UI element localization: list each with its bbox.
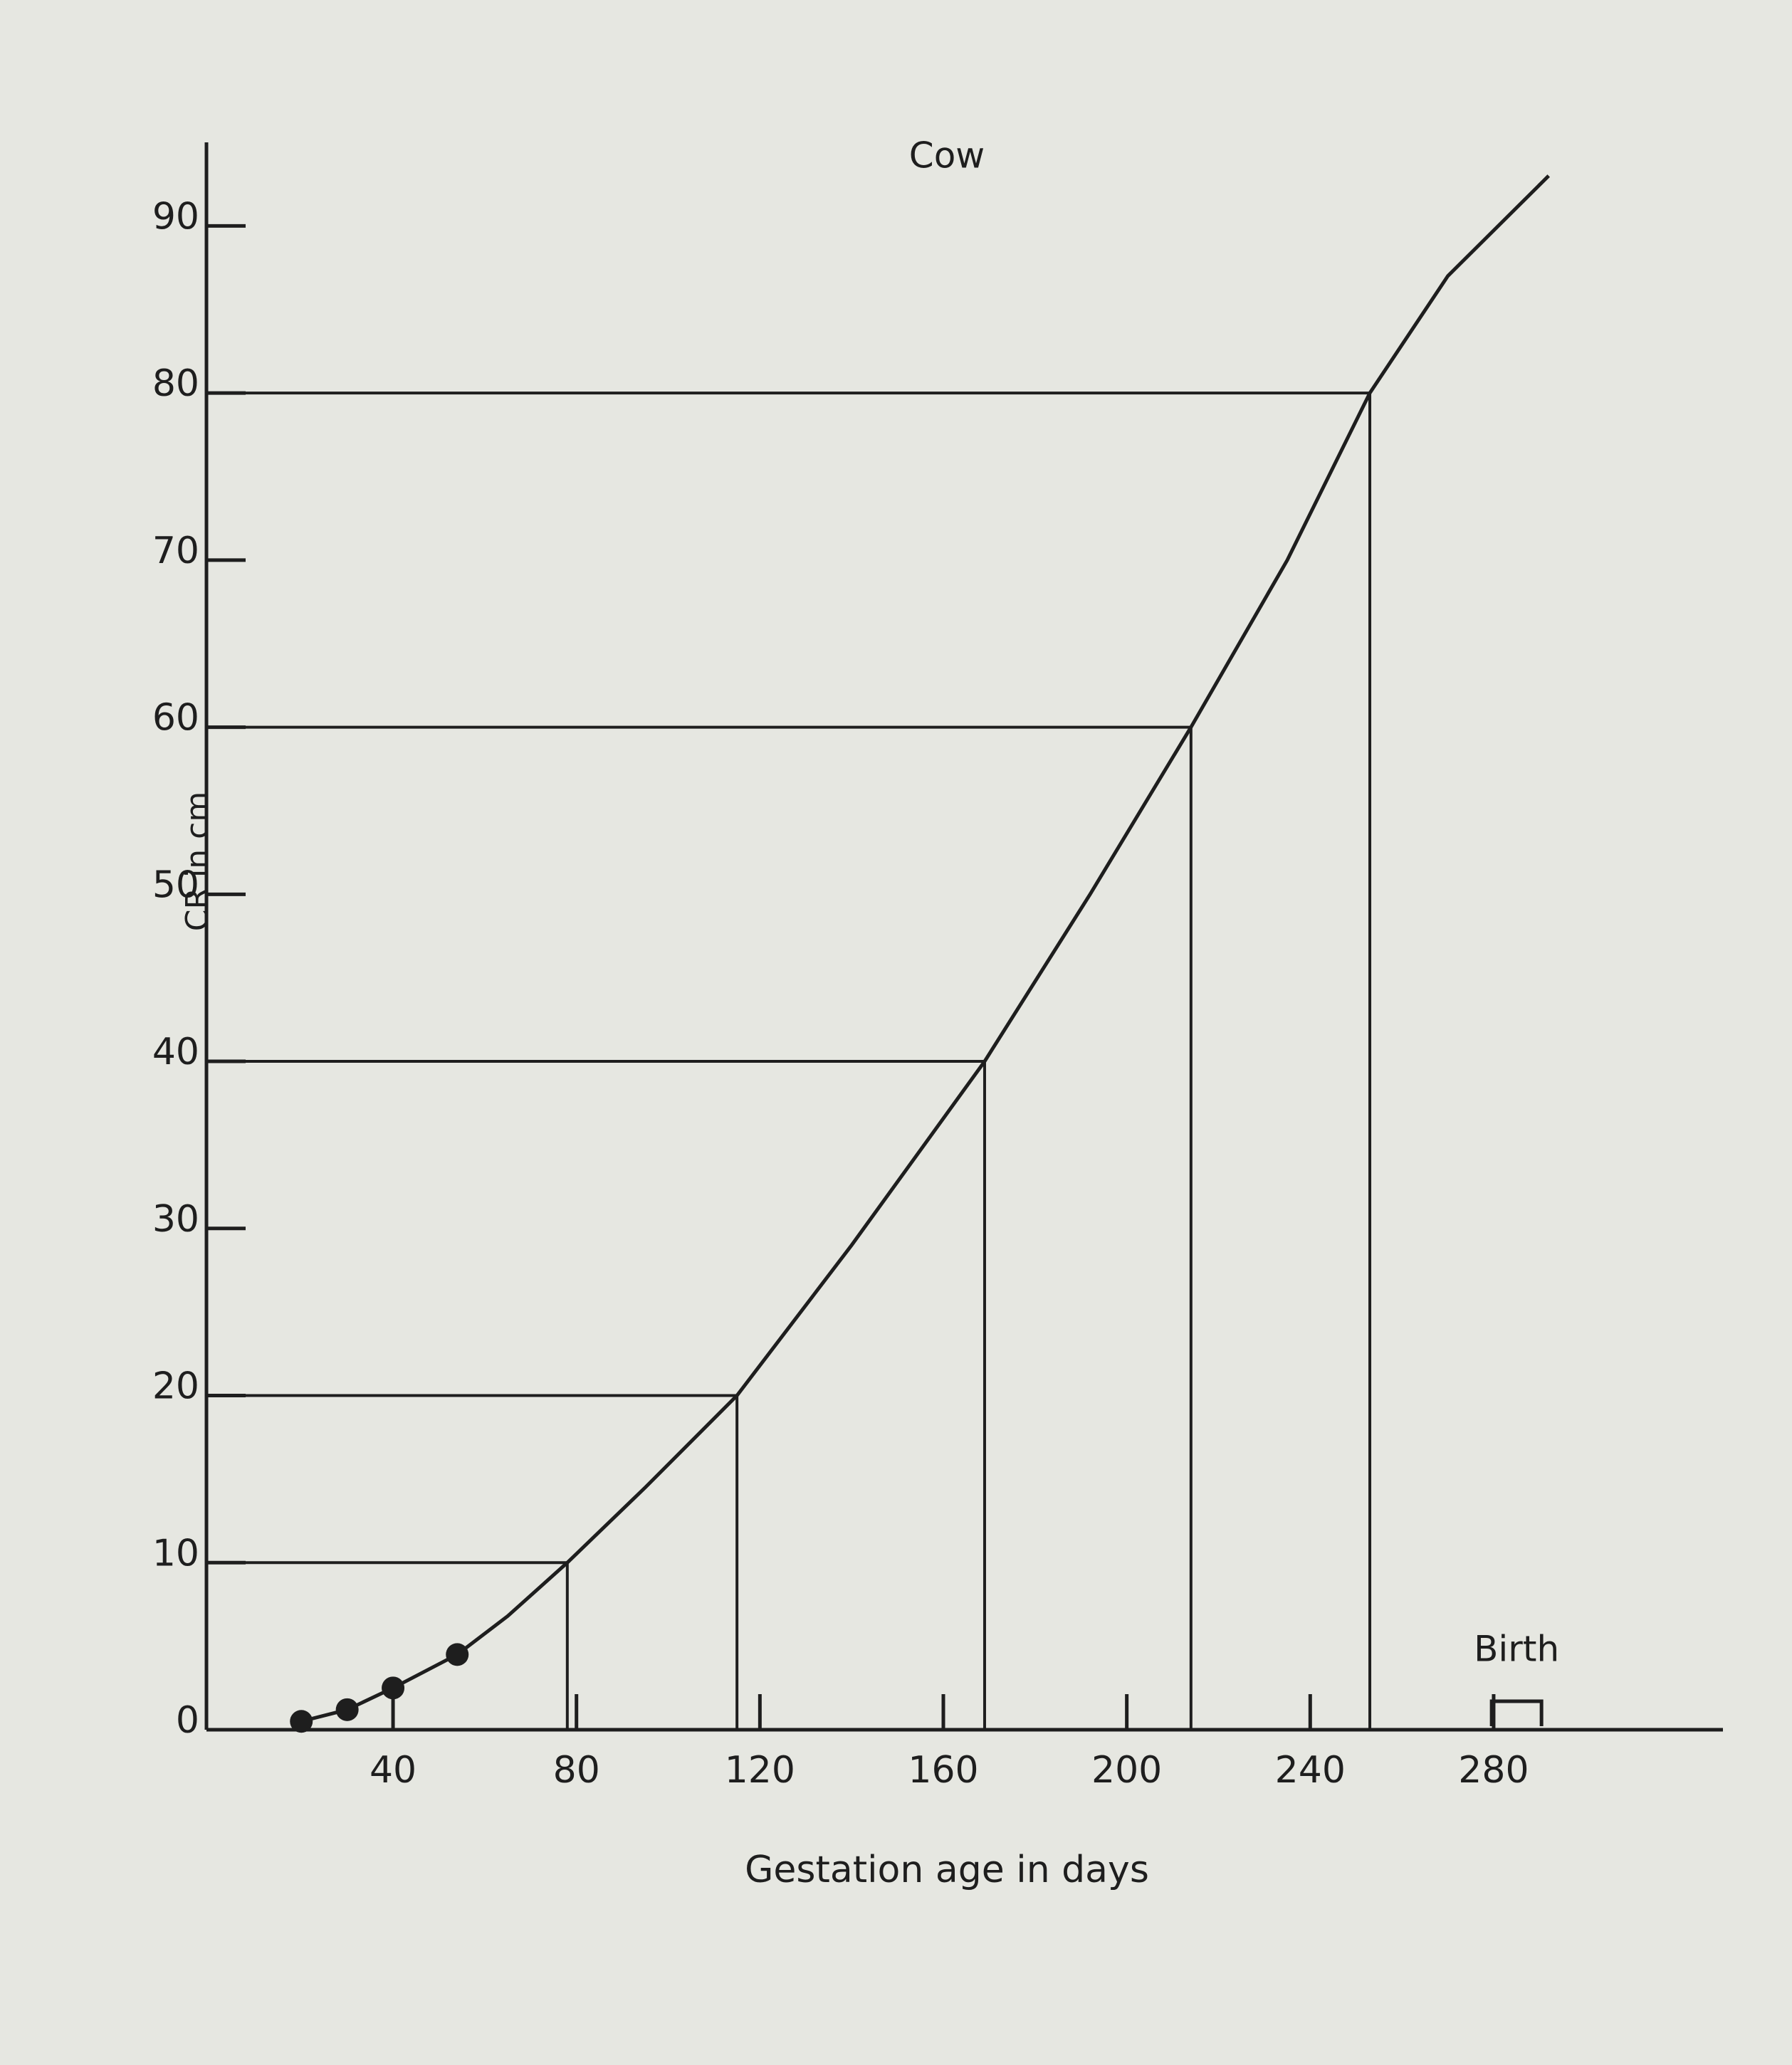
x-tick-label: 40 xyxy=(370,1749,416,1792)
data-point xyxy=(335,1698,359,1721)
data-point xyxy=(382,1676,405,1700)
x-tick-label: 240 xyxy=(1275,1749,1346,1792)
y-axis-label: CR in cm xyxy=(179,792,216,931)
chart-title: Cow xyxy=(909,135,985,177)
data-line xyxy=(300,174,1551,1723)
annotation-bracket xyxy=(1489,1699,1544,1726)
y-tick-label: 0 xyxy=(176,1699,199,1742)
y-tick-label: 50 xyxy=(152,863,199,906)
y-tick-label: 90 xyxy=(152,195,199,238)
data-point xyxy=(446,1643,469,1666)
y-tick-label: 30 xyxy=(152,1198,199,1241)
y-tick-label: 70 xyxy=(152,530,199,572)
y-tick-label: 40 xyxy=(152,1031,199,1073)
x-tick-label: 160 xyxy=(908,1749,978,1792)
y-tick-label: 10 xyxy=(152,1532,199,1575)
x-axis-label: Gestation age in days xyxy=(745,1849,1149,1891)
data-point xyxy=(290,1710,313,1733)
x-tick-label: 80 xyxy=(553,1749,600,1792)
y-tick-label: 60 xyxy=(152,697,199,740)
y-tick-label: 80 xyxy=(152,362,199,405)
y-tick-label: 20 xyxy=(152,1365,199,1408)
x-tick-label: 120 xyxy=(725,1749,795,1792)
annotation: Birth xyxy=(1474,1629,1559,1670)
x-tick-label: 200 xyxy=(1091,1749,1162,1792)
x-tick-label: 280 xyxy=(1458,1749,1529,1792)
